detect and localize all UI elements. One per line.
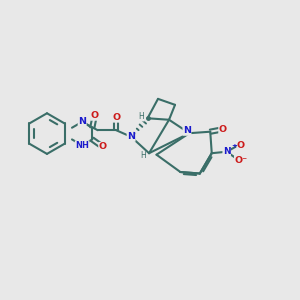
Text: O: O [219,125,227,134]
Text: O: O [99,142,107,152]
Text: N: N [223,147,230,156]
Text: N: N [127,132,135,141]
Text: +: + [231,142,237,148]
Text: NH: NH [75,141,89,150]
Text: H: H [140,151,146,160]
Text: O: O [237,141,245,150]
Text: O: O [112,113,120,122]
Text: N: N [183,126,191,135]
Text: N: N [78,117,86,126]
Text: O: O [91,111,99,120]
Text: H: H [139,112,144,121]
Text: O⁻: O⁻ [234,156,248,165]
